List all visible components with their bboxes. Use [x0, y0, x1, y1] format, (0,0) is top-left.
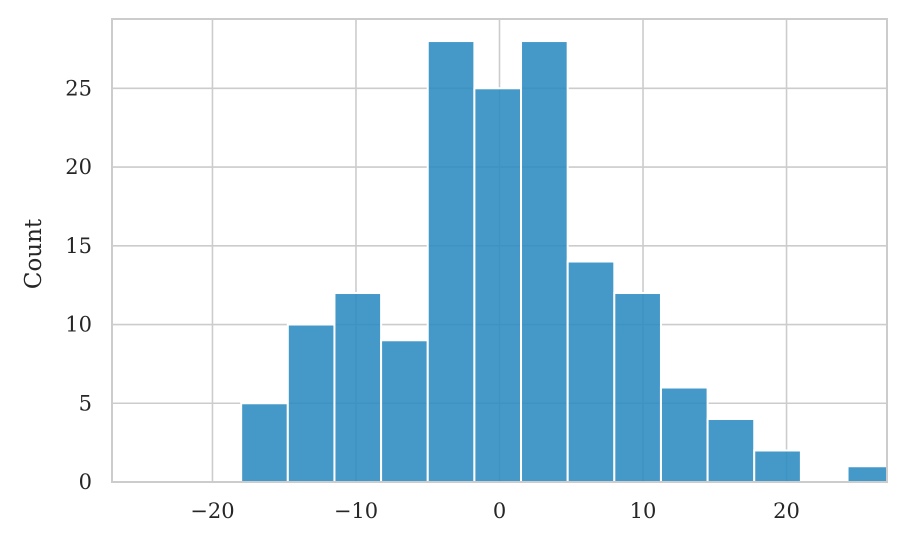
y-tick-label: 25 — [65, 76, 92, 100]
x-axis-ticks: −20 −10 0 10 20 — [190, 499, 800, 523]
y-tick-label: 5 — [79, 391, 92, 415]
y-axis-label: Count — [21, 218, 47, 289]
histogram-bar-11 — [753, 449, 802, 483]
histogram-bars — [240, 40, 889, 484]
y-tick-label: 20 — [65, 155, 92, 179]
histogram-bar-8 — [613, 292, 662, 484]
histogram-bar-5 — [473, 87, 523, 484]
histogram-bar-3 — [380, 339, 429, 484]
x-tick-label: −10 — [334, 499, 378, 523]
histogram-bar-6 — [520, 40, 569, 484]
histogram-bar-9 — [659, 386, 709, 483]
y-tick-label: 10 — [65, 313, 92, 337]
x-tick-label: −20 — [190, 499, 234, 523]
histogram-bar-0 — [240, 402, 289, 484]
y-axis-ticks: 0 5 10 15 20 25 — [65, 76, 92, 494]
y-tick-label: 15 — [65, 234, 92, 258]
histogram-bar-7 — [566, 260, 616, 483]
y-tick-label: 0 — [79, 470, 92, 494]
x-tick-label: 10 — [630, 499, 657, 523]
x-tick-label: 0 — [493, 499, 506, 523]
histogram-bar-10 — [706, 418, 756, 484]
histogram-bar-4 — [426, 40, 476, 484]
plot-frame — [111, 18, 888, 483]
histogram-bar-1 — [286, 323, 336, 483]
x-tick-label: 20 — [773, 499, 800, 523]
histogram-bar-2 — [333, 292, 383, 484]
histogram-bar-13 — [846, 465, 889, 484]
